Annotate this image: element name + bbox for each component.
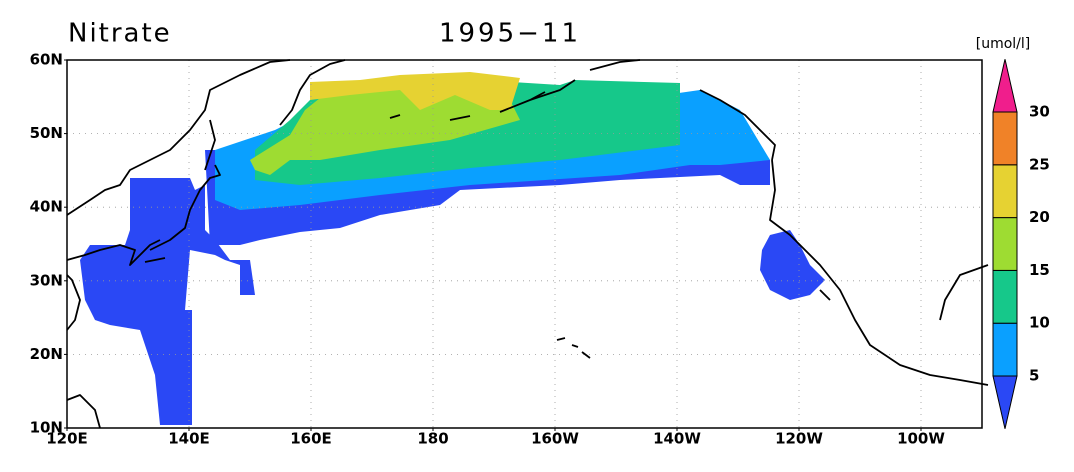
shade-20-25 xyxy=(310,72,520,110)
map-frame xyxy=(66,59,983,429)
coast-kamchatka xyxy=(279,59,346,126)
lon-tick-label: 160W xyxy=(531,430,579,448)
colorbar-over xyxy=(992,59,1018,113)
lat-tick-label: 10N xyxy=(30,419,63,437)
colorbar-label: 25 xyxy=(1029,155,1050,173)
lat-tick-label: 30N xyxy=(30,271,63,289)
coast-hawaii xyxy=(556,337,591,359)
coast-korea-china xyxy=(66,239,161,429)
shading xyxy=(80,72,825,425)
lon-tick-label: 140E xyxy=(168,430,210,448)
coast-japan xyxy=(144,119,221,263)
colorbar-box xyxy=(992,217,1018,271)
colorbar-box xyxy=(992,164,1018,219)
lon-tick-label: 100W xyxy=(897,430,945,448)
coast-asia xyxy=(66,59,291,216)
colorbar-label: 5 xyxy=(1029,367,1039,385)
lon-tick-label: 160E xyxy=(290,430,332,448)
colorbar-label: 30 xyxy=(1029,103,1050,121)
lon-tick-label: 120W xyxy=(775,430,823,448)
lon-tick-label: 120E xyxy=(46,430,88,448)
colorbar-box xyxy=(992,111,1018,166)
colorbar-under xyxy=(992,375,1018,429)
lat-tick-label: 40N xyxy=(30,198,63,216)
lat-tick-label: 20N xyxy=(30,345,63,363)
colorbar-label: 20 xyxy=(1029,208,1050,226)
colorbar-box xyxy=(992,322,1018,377)
shade-lt5 xyxy=(760,230,825,300)
coast-north-america xyxy=(769,159,989,386)
coast-gulf xyxy=(939,264,989,321)
lon-tick-label: 180 xyxy=(417,430,448,448)
colorbar: 5 10 15 20 25 30 xyxy=(992,59,1050,429)
title: Nitrate xyxy=(68,19,172,49)
lat-tick-label: 60N xyxy=(30,51,63,69)
colorbar-box xyxy=(992,269,1018,324)
colorbar-label: 15 xyxy=(1029,261,1050,279)
units: [umol/l] xyxy=(976,36,1031,52)
colorbar-label: 10 xyxy=(1029,314,1050,332)
shade-15-20 xyxy=(250,80,520,175)
date: 1995−11 xyxy=(439,19,581,49)
lat-tick-label: 50N xyxy=(30,124,63,142)
coast-aleutians xyxy=(389,79,576,121)
lon-tick-label: 140W xyxy=(653,430,701,448)
